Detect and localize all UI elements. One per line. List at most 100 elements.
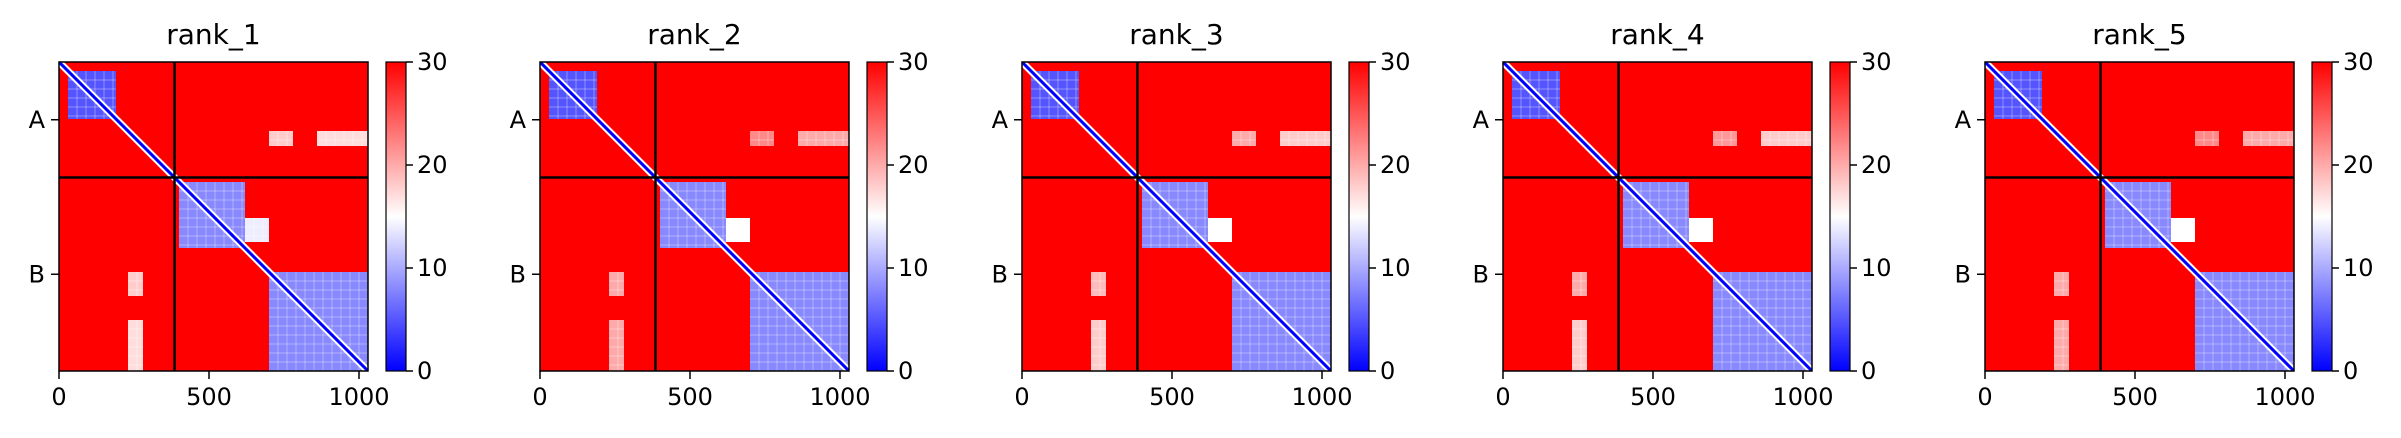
x-tick-label: 1000 bbox=[328, 383, 389, 411]
panel-2: rank_2 0 500 1000 A B 0 10 20 30 bbox=[510, 18, 929, 411]
panel-title: rank_5 bbox=[2092, 18, 2186, 51]
heatmap-block bbox=[1208, 218, 1232, 242]
heatmap-block bbox=[128, 320, 143, 371]
heatmap-diagonal bbox=[1022, 62, 1331, 371]
panel-title: rank_3 bbox=[1129, 18, 1223, 51]
panel-1: rank_1 0 500 1000 A B 0 10 20 30 bbox=[29, 18, 448, 411]
x-tick-label: 500 bbox=[667, 383, 713, 411]
colorbar-tick-label: 0 bbox=[898, 357, 913, 385]
heatmap-block bbox=[1091, 320, 1106, 371]
heatmap-diagonal bbox=[1985, 62, 2294, 371]
colorbar-tick-label: 10 bbox=[1861, 254, 1892, 282]
heatmap-block bbox=[798, 131, 849, 146]
colorbar bbox=[385, 61, 407, 372]
colorbar-tick-label: 0 bbox=[1861, 357, 1876, 385]
plot-frame bbox=[1021, 61, 1332, 372]
x-tick-label: 500 bbox=[1149, 383, 1195, 411]
x-tick-label: 0 bbox=[1977, 383, 1992, 411]
colorbar-tick-label: 10 bbox=[898, 254, 929, 282]
heatmap-block bbox=[2054, 320, 2069, 371]
colorbar-tick-label: 20 bbox=[898, 151, 929, 179]
heatmap-block bbox=[1280, 131, 1331, 146]
heatmap-block bbox=[2243, 131, 2294, 146]
y-tick-label: B bbox=[29, 260, 45, 288]
heatmap-block bbox=[1761, 131, 1812, 146]
y-tick-label: A bbox=[1473, 106, 1490, 134]
colorbar-tick-label: 20 bbox=[2343, 151, 2374, 179]
colorbar-tick-label: 30 bbox=[1861, 48, 1892, 76]
heatmap-block bbox=[1689, 218, 1713, 242]
y-tick-label: A bbox=[510, 106, 527, 134]
heatmap-block bbox=[750, 131, 774, 146]
colorbar-tick-label: 20 bbox=[1380, 151, 1411, 179]
y-tick-label: A bbox=[1955, 106, 1972, 134]
panel-4: rank_4 0 500 1000 A B 0 10 20 30 bbox=[1473, 18, 1892, 411]
x-tick-label: 1000 bbox=[2254, 383, 2315, 411]
heatmap-area bbox=[1022, 62, 1331, 371]
y-tick-label: B bbox=[1473, 260, 1489, 288]
colorbar-tick-label: 0 bbox=[2343, 357, 2358, 385]
heatmap-block bbox=[2171, 218, 2195, 242]
heatmap-block bbox=[726, 218, 750, 242]
x-tick-label: 500 bbox=[2112, 383, 2158, 411]
panel-title: rank_1 bbox=[166, 18, 260, 51]
panel-3: rank_3 0 500 1000 A B 0 10 20 30 bbox=[992, 18, 1411, 411]
colorbar-tick-label: 10 bbox=[417, 254, 448, 282]
heatmap-area bbox=[59, 62, 368, 371]
y-tick-label: B bbox=[1955, 260, 1971, 288]
heatmap-area bbox=[540, 62, 849, 371]
plot-frame bbox=[58, 61, 369, 372]
heatmap-area bbox=[1503, 62, 1812, 371]
y-tick-label: A bbox=[29, 106, 46, 134]
x-tick-label: 500 bbox=[1630, 383, 1676, 411]
colorbar-tick-label: 0 bbox=[1380, 357, 1395, 385]
heatmap-block bbox=[609, 272, 624, 296]
y-tick-label: A bbox=[992, 106, 1009, 134]
heatmap-block bbox=[609, 320, 624, 371]
heatmap-block bbox=[269, 131, 293, 146]
colorbar-tick-label: 20 bbox=[1861, 151, 1892, 179]
x-tick-label: 0 bbox=[532, 383, 547, 411]
heatmap-block bbox=[1232, 131, 1256, 146]
y-tick-label: B bbox=[510, 260, 526, 288]
colorbar-tick-label: 0 bbox=[417, 357, 432, 385]
heatmap-diagonal bbox=[540, 62, 849, 371]
heatmap-block bbox=[1572, 272, 1587, 296]
x-tick-label: 1000 bbox=[1772, 383, 1833, 411]
colorbar bbox=[866, 61, 888, 372]
heatmap-area bbox=[1985, 62, 2294, 371]
x-tick-label: 1000 bbox=[809, 383, 870, 411]
colorbar-tick-label: 10 bbox=[1380, 254, 1411, 282]
colorbar-tick-label: 30 bbox=[417, 48, 448, 76]
colorbar-tick-label: 20 bbox=[417, 151, 448, 179]
panel-title: rank_4 bbox=[1610, 18, 1704, 51]
colorbar-tick-label: 30 bbox=[2343, 48, 2374, 76]
x-tick-label: 0 bbox=[1014, 383, 1029, 411]
x-tick-label: 1000 bbox=[1291, 383, 1352, 411]
plot-frame bbox=[1984, 61, 2295, 372]
colorbar bbox=[2311, 61, 2333, 372]
heatmap-diagonal bbox=[59, 62, 368, 371]
plot-frame bbox=[539, 61, 850, 372]
x-tick-label: 0 bbox=[51, 383, 66, 411]
y-tick-label: B bbox=[992, 260, 1008, 288]
colorbar bbox=[1348, 61, 1370, 372]
colorbar bbox=[1829, 61, 1851, 372]
heatmap-block bbox=[2054, 272, 2069, 296]
colorbar-tick-label: 30 bbox=[1380, 48, 1411, 76]
x-tick-label: 0 bbox=[1495, 383, 1510, 411]
heatmap-block bbox=[245, 218, 269, 242]
heatmap-block bbox=[317, 131, 368, 146]
panel-5: rank_5 0 500 1000 A B 0 10 20 30 bbox=[1955, 18, 2374, 411]
heatmap-block bbox=[1572, 320, 1587, 371]
heatmap-block bbox=[128, 272, 143, 296]
heatmap-diagonal bbox=[1503, 62, 1812, 371]
panel-title: rank_2 bbox=[647, 18, 741, 51]
colorbar-tick-label: 30 bbox=[898, 48, 929, 76]
x-tick-label: 500 bbox=[186, 383, 232, 411]
plot-frame bbox=[1502, 61, 1813, 372]
heatmap-block bbox=[1091, 272, 1106, 296]
heatmap-block bbox=[2195, 131, 2219, 146]
colorbar-tick-label: 10 bbox=[2343, 254, 2374, 282]
